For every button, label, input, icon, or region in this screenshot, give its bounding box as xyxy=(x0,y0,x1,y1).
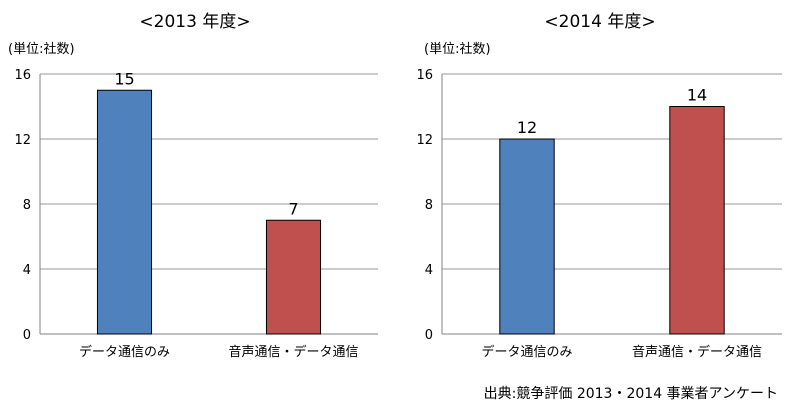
source-note: 出典:競争評価 2013・2014 事業者アンケート xyxy=(484,386,778,402)
y-tick-label: 0 xyxy=(425,328,433,343)
y-tick-label: 4 xyxy=(23,263,31,278)
category-label: 音声通信・データ通信 xyxy=(228,344,358,360)
y-tick-label: 0 xyxy=(23,328,31,343)
category-label: データ通信のみ xyxy=(481,344,572,360)
y-tick-label: 12 xyxy=(416,133,433,148)
chart-2013: <2013 年度> (単位:社数) 0 4 8 12 16 15 データ通信のみ 7 音声通信・デー… xyxy=(8,12,378,360)
y-tick-label: 16 xyxy=(14,68,31,83)
y-tick-label: 8 xyxy=(23,198,31,213)
bar xyxy=(669,106,725,335)
category-label: 音声通信・データ通信 xyxy=(632,344,762,360)
bar xyxy=(96,89,153,335)
unit-label: (単位:社数) xyxy=(424,41,491,57)
chart-2014: <2014 年度> (単位:社数) 0 4 8 12 16 12 データ通信のみ 14 音声通信・デ… xyxy=(416,12,782,360)
data-label: 12 xyxy=(517,118,537,137)
bar xyxy=(499,138,555,335)
y-tick-label: 12 xyxy=(14,133,31,148)
y-tick-label: 16 xyxy=(416,68,433,83)
chart-title: <2013 年度> xyxy=(139,12,250,32)
unit-label: (単位:社数) xyxy=(8,41,75,57)
data-label: 14 xyxy=(687,86,707,105)
y-tick-label: 4 xyxy=(425,263,433,278)
chart-title: <2014 年度> xyxy=(544,12,655,32)
data-label: 15 xyxy=(114,69,134,88)
data-label: 7 xyxy=(288,199,298,218)
bar xyxy=(265,219,322,335)
y-tick-label: 8 xyxy=(425,198,433,213)
category-label: データ通信のみ xyxy=(79,344,170,360)
